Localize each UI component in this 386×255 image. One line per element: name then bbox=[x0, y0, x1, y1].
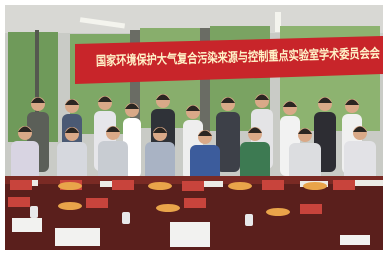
page: 国家环境保护大气复合污染来源与控制重点实验室学术委员会会 (() => { co… bbox=[0, 0, 386, 255]
fruit-plate bbox=[156, 204, 180, 212]
name-card bbox=[182, 181, 204, 191]
name-card bbox=[262, 180, 284, 190]
photo: 国家环境保护大气复合污染来源与控制重点实验室学术委员会会 bbox=[0, 0, 386, 255]
name-card bbox=[300, 204, 322, 214]
name-card bbox=[86, 198, 108, 208]
fruit-plate bbox=[303, 182, 327, 190]
fruit-plate bbox=[148, 182, 172, 190]
notebook bbox=[170, 222, 210, 247]
name-card bbox=[112, 180, 134, 190]
notebook bbox=[55, 228, 100, 246]
name-card bbox=[8, 197, 30, 207]
name-card bbox=[10, 180, 32, 190]
name-card bbox=[184, 198, 206, 208]
fruit-plate bbox=[228, 182, 252, 190]
cup bbox=[30, 206, 38, 218]
paper bbox=[355, 180, 383, 186]
name-card bbox=[333, 180, 355, 190]
notebook bbox=[12, 218, 42, 232]
fruit-plate bbox=[266, 208, 290, 216]
notebook bbox=[340, 235, 370, 245]
fruit-plate bbox=[58, 182, 82, 190]
cup bbox=[122, 212, 130, 224]
fruit-plate bbox=[58, 202, 82, 210]
cup bbox=[245, 214, 253, 226]
